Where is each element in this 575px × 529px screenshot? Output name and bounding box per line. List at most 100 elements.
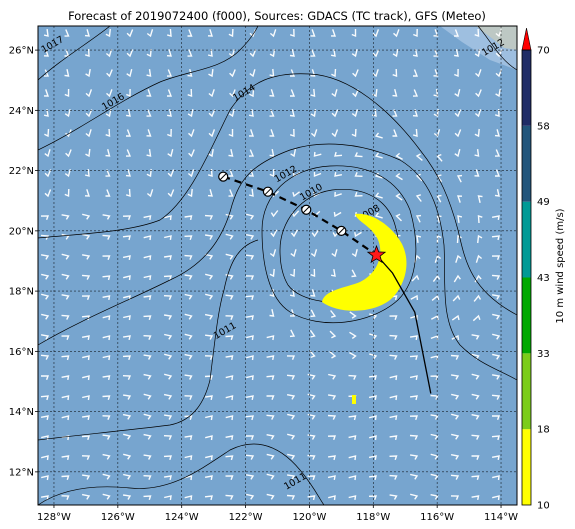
wind-barb-icon [451,433,460,440]
wind-barb-icon [184,455,193,461]
wind-barb-icon [313,151,322,157]
wind-barb-icon [269,89,275,97]
wind-barb-icon [105,149,111,157]
wind-barb-icon [436,153,443,162]
wind-barb-icon [205,273,214,280]
wind-barb-icon [392,129,398,137]
wind-barb-icon [310,249,318,258]
wind-barb-icon [269,309,275,317]
wind-barb-icon [40,395,49,401]
wind-barb-icon [187,69,193,77]
wind-barb-icon [354,172,363,177]
wind-barb-icon [389,474,398,480]
wind-barb-icon [105,189,111,197]
wind-barb-icon [102,453,111,460]
wind-barb-icon [208,89,215,98]
wind-barb-icon [102,415,111,420]
wind-barb-icon [167,89,173,97]
wind-barb-icon [102,493,111,500]
wind-barb-icon [225,355,234,361]
wind-barb-icon [248,149,255,157]
wind-barb-icon [64,188,70,198]
wind-barb-icon [492,475,500,481]
wind-barb-icon [81,435,90,441]
wind-barb-icon [434,254,442,263]
wind-barb-icon [126,129,132,137]
wind-barb-icon [392,68,398,77]
wind-barb-icon [44,169,52,178]
colorbar-tick-label: 33 [537,349,550,360]
latitude-tick-label: 12°N [9,467,34,478]
wind-barb-icon [430,453,439,460]
wind-barb-icon [412,109,418,117]
wind-barb-icon [143,295,152,301]
wind-barb-icon [328,373,337,380]
wind-barb-icon [81,455,91,460]
wind-barb-icon [225,233,234,240]
wind-barb-icon [84,48,90,57]
wind-barb-icon [146,29,154,38]
wind-barb-icon [289,128,295,137]
wind-barb-icon [40,415,49,421]
wind-barb-icon [471,353,480,360]
wind-barb-icon [163,314,173,320]
wind-barb-icon [61,455,70,461]
wind-barb-icon [102,295,111,301]
wind-barb-icon [309,329,316,338]
isobar-lines [38,26,517,505]
wind-barb-icon [82,213,91,220]
wind-barb-icon [266,453,275,460]
wind-barb-icon [143,475,152,480]
wind-barb-icon [369,435,377,441]
wind-barb-icon [475,254,483,263]
latitude-tick-label: 18°N [9,287,34,298]
wind-barb-icon [369,415,377,421]
wind-barb-icon [123,473,132,480]
wind-barb-icon [184,313,193,320]
wind-barb-icon [454,149,461,158]
wind-barb-icon [143,275,152,281]
wind-barb-icon [246,493,255,500]
wind-barb-icon [455,254,462,263]
wind-barb-icon [245,315,254,321]
longitude-tick-label: 114°W [484,512,518,523]
wind-barb-icon [491,455,500,461]
wind-barb-icon [311,229,319,238]
wind-barb-icon [269,249,277,258]
wind-barb-icon [389,315,398,321]
wind-barb-icon [266,414,275,420]
wind-barb-icon [492,495,500,501]
wind-barb-icon [436,194,442,203]
colorbar-segment [522,201,531,278]
wind-barb-icon [123,275,131,281]
wind-barb-icon [187,29,193,37]
wind-barb-icon [146,89,152,97]
wind-barb-icon [415,173,423,182]
wind-barb-icon [184,475,193,481]
wind-barb-icon [450,495,460,500]
wind-barb-icon [163,393,173,400]
wind-barb-icon [269,148,275,157]
latitude-tick-label: 16°N [9,347,34,358]
wind-barb-icon [392,109,398,117]
wind-barb-icon [143,235,152,241]
wind-barb-icon [126,29,134,38]
wind-barb-icon [143,373,152,380]
wind-barb-icon [477,215,483,224]
wind-barb-icon [331,68,337,78]
wind-barb-icon [125,188,131,197]
wind-barb-icon [40,215,50,220]
wind-barb-icon [123,394,132,400]
wind-barb-icon [102,473,111,480]
wind-barb-icon [207,168,213,177]
wind-barb-icon [454,129,462,138]
wind-barb-icon [430,314,439,321]
wind-barb-icon [450,374,460,380]
wind-barb-icon [307,373,316,380]
wind-barb-icon [457,215,463,224]
wind-barb-icon [61,273,70,280]
wind-barb-icon [289,329,296,338]
wind-barb-icon [245,415,254,421]
wind-barb-icon [495,169,501,177]
wind-barb-icon [354,191,363,197]
